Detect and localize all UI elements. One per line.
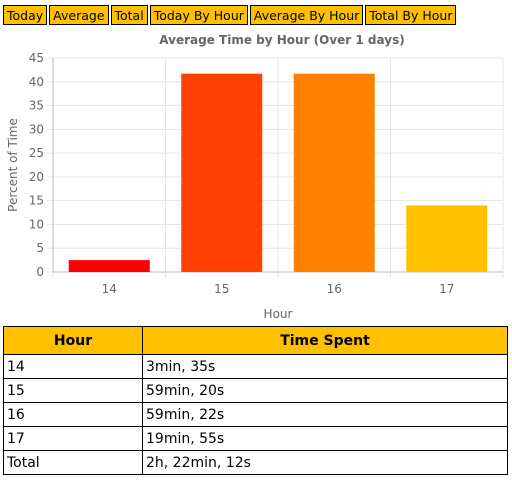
table-row: 14 3min, 35s (3, 354, 508, 379)
table-row-total: Total 2h, 22min, 12s (3, 450, 508, 475)
tab-total[interactable]: Total (110, 5, 148, 25)
bar-16 (293, 73, 375, 272)
cell-total-time: 2h, 22min, 12s (142, 450, 508, 475)
table-row: 15 59min, 20s (3, 378, 508, 403)
x-tick-label: 17 (439, 282, 454, 296)
tab-average[interactable]: Average (49, 5, 109, 25)
tab-bar: Today Average Total Today By Hour Averag… (3, 5, 457, 25)
header-hour: Hour (3, 326, 143, 355)
y-tick-label: 40 (29, 75, 44, 89)
tab-today-by-hour[interactable]: Today By Hour (149, 5, 248, 25)
time-table: Hour Time Spent 14 3min, 35s 15 59min, 2… (3, 326, 508, 475)
y-tick-label: 30 (29, 122, 44, 136)
y-tick-label: 25 (29, 146, 44, 160)
table-row: 16 59min, 22s (3, 402, 508, 427)
tab-today[interactable]: Today (3, 5, 48, 25)
cell-hour: 16 (3, 402, 143, 427)
bar-14 (68, 260, 150, 272)
bar-17 (406, 205, 488, 272)
table-row: 17 19min, 55s (3, 426, 508, 451)
cell-time-spent: 59min, 22s (142, 402, 508, 427)
x-axis-label: Hour (264, 307, 293, 321)
bar-15 (181, 73, 263, 272)
y-tick-label: 45 (29, 51, 44, 65)
y-tick-label: 10 (29, 217, 44, 231)
y-tick-label: 0 (36, 265, 44, 279)
y-tick-label: 15 (29, 194, 44, 208)
cell-time-spent: 19min, 55s (142, 426, 508, 451)
cell-hour: 17 (3, 426, 143, 451)
y-tick-label: 35 (29, 99, 44, 113)
chart-container: Average Time by Hour (Over 1 days) 0 5 10 15… (0, 28, 512, 326)
y-tick-label: 20 (29, 170, 44, 184)
cell-time-spent: 59min, 20s (142, 378, 508, 403)
y-axis-label: Percent of Time (6, 118, 20, 212)
tab-total-by-hour[interactable]: Total By Hour (365, 5, 457, 25)
tab-average-by-hour[interactable]: Average By Hour (249, 5, 364, 25)
cell-hour: 15 (3, 378, 143, 403)
table-header-row: Hour Time Spent (3, 326, 508, 355)
bar-chart: Average Time by Hour (Over 1 days) 0 5 10 15… (6, 33, 504, 321)
cell-time-spent: 3min, 35s (142, 354, 508, 379)
cell-hour: 14 (3, 354, 143, 379)
x-tick-label: 16 (327, 282, 342, 296)
y-tick-label: 5 (36, 241, 44, 255)
x-tick-label: 14 (102, 282, 117, 296)
chart-title: Average Time by Hour (Over 1 days) (159, 33, 404, 47)
cell-total-label: Total (3, 450, 143, 475)
header-time-spent: Time Spent (142, 326, 508, 355)
x-tick-label: 15 (214, 282, 229, 296)
